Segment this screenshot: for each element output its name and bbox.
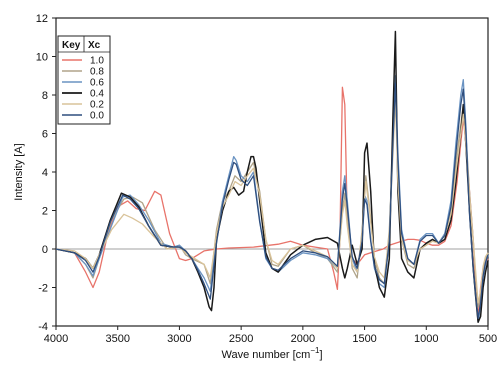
legend-label-1: 1.0 [90, 56, 104, 67]
legend-label-4: 0.4 [90, 89, 104, 100]
y-tick-label-8: 12 [36, 13, 48, 25]
x-axis-title: Wave number [cm−1] [221, 346, 322, 361]
y-tick-label-5: 6 [42, 129, 48, 141]
x-axis-title-close: ] [319, 349, 322, 361]
plot-area [55, 17, 489, 327]
series-group [55, 30, 489, 323]
x-tick-label-3: 2500 [229, 333, 253, 345]
x-tick-label-7: 500 [479, 333, 497, 345]
y-tick-label-7: 10 [36, 52, 48, 64]
x-axis-title-sup: −1 [310, 346, 320, 355]
y-tick-label-1: -2 [38, 283, 48, 295]
x-tick-label-6: 1000 [414, 333, 438, 345]
x-tick-label-5: 1500 [352, 333, 376, 345]
x-tick-label-4: 2000 [291, 333, 315, 345]
y-axis-ticks: -4 -2 0 2 4 6 8 10 12 [36, 13, 56, 333]
y-tick-label-2: 0 [42, 244, 48, 256]
x-tick-label-1: 3500 [105, 333, 129, 345]
legend-header-xc: Xc [88, 40, 101, 51]
legend-label-3: 0.6 [90, 78, 104, 89]
legend: Key Xc 1.00.80.60.40.20.0 [57, 35, 111, 125]
series-line-1 [55, 86, 489, 318]
x-axis-title-main: Wave number [cm [221, 349, 310, 361]
x-tick-label-2: 3000 [167, 333, 191, 345]
x-tick-label-0: 4000 [44, 333, 68, 345]
series-line-6 [55, 82, 489, 319]
legend-label-5: 0.2 [90, 100, 104, 111]
y-tick-label-3: 2 [42, 206, 48, 218]
y-tick-label-4: 4 [42, 167, 48, 179]
y-tick-label-6: 8 [42, 90, 48, 102]
legend-items: 1.00.80.60.40.20.0 [62, 56, 104, 122]
legend-label-6: 0.0 [90, 111, 104, 122]
y-tick-label-0: -4 [38, 321, 48, 333]
x-axis-ticks: 4000 3500 3000 2500 2000 1500 1000 500 [44, 326, 497, 345]
legend-label-2: 0.8 [90, 67, 104, 78]
legend-header-key: Key [62, 40, 81, 51]
y-axis-title: Intensity [A] [13, 143, 25, 200]
